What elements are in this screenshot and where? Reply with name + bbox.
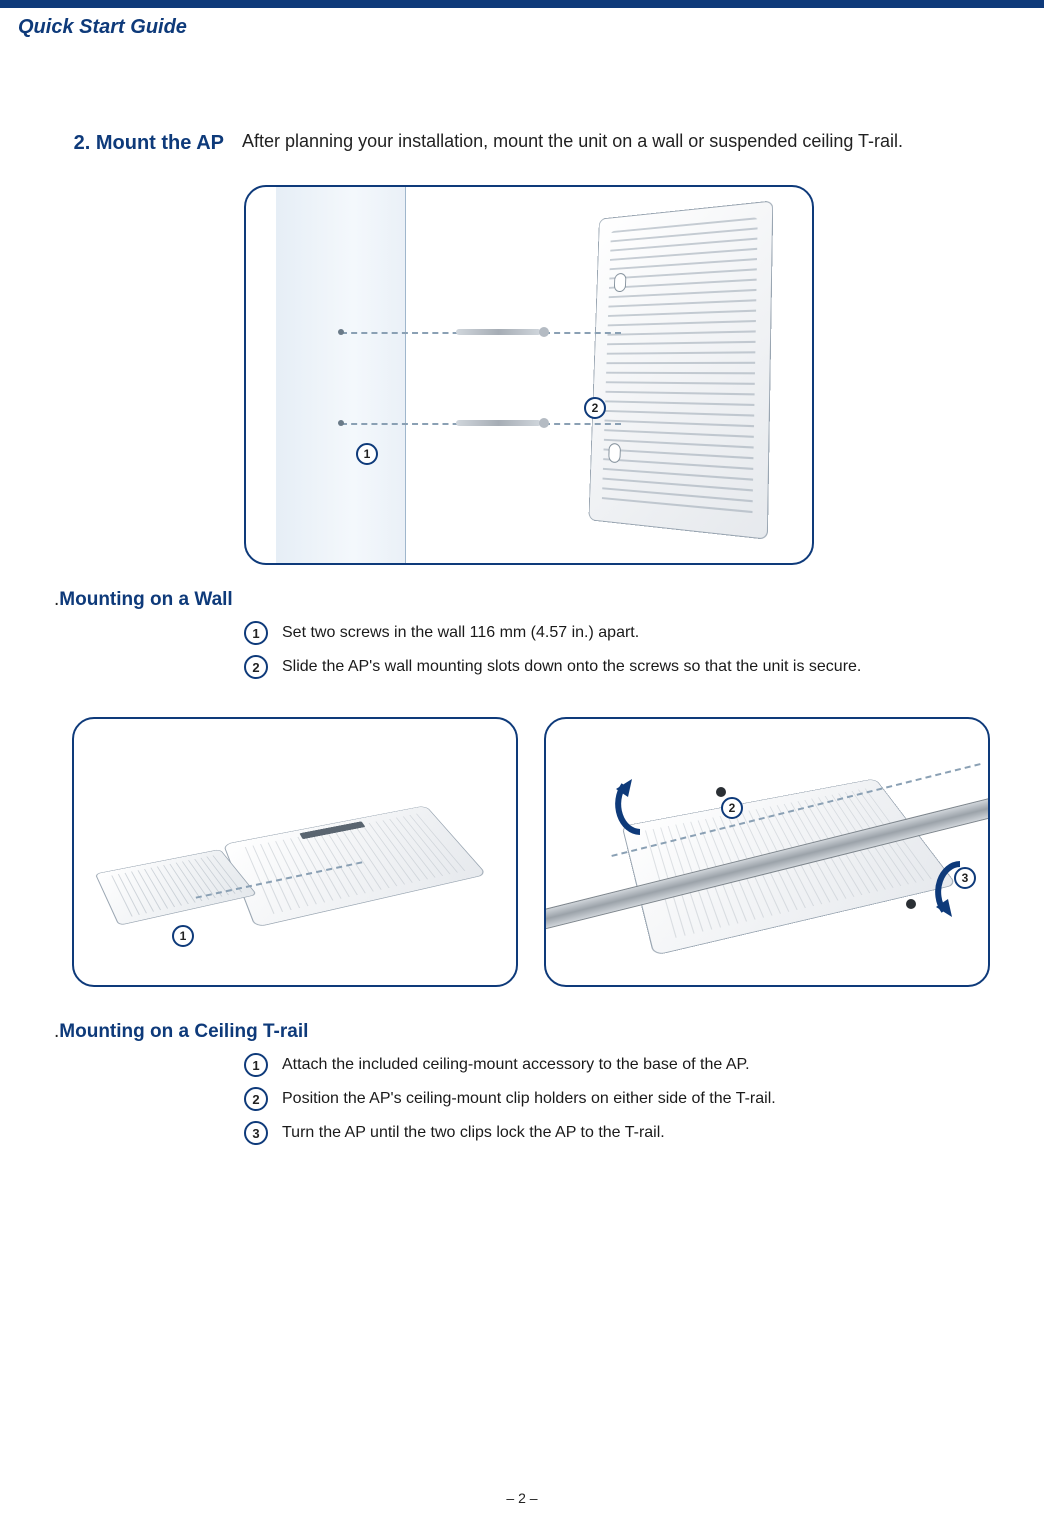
ceiling-bracket-diagram: 1: [72, 717, 518, 987]
clip-dot: [906, 899, 916, 909]
diagram-callout-1: 1: [172, 925, 194, 947]
ap-flat-illustration: [223, 805, 487, 927]
rotation-arrow-icon: [610, 777, 650, 837]
guide-title: Quick Start Guide: [0, 8, 1044, 39]
step-text: Turn the AP until the two clips lock the…: [282, 1124, 665, 1142]
step-number-badge: 1: [244, 1053, 268, 1077]
wall-steps: 1 Set two screws in the wall 116 mm (4.5…: [244, 621, 990, 679]
screw-illustration: [456, 420, 541, 426]
ceiling-trail-diagram: 2 3: [544, 717, 990, 987]
wall-panel-illustration: [276, 185, 406, 565]
ap-vents: [602, 217, 758, 522]
page-footer: – 2 –: [0, 1490, 1044, 1506]
step-text: Position the AP's ceiling-mount clip hol…: [282, 1090, 776, 1108]
ceiling-steps: 1 Attach the included ceiling-mount acce…: [244, 1053, 990, 1145]
diagram-callout-2: 2: [721, 797, 743, 819]
wall-step: 1 Set two screws in the wall 116 mm (4.5…: [244, 621, 990, 645]
step-number-badge: 2: [244, 655, 268, 679]
section-intro: After planning your installation, mount …: [242, 129, 990, 154]
diagram-callout-2: 2: [584, 397, 606, 419]
ceiling-subtitle: Mounting on a Ceiling T-rail: [59, 1021, 308, 1043]
wall-hole: [338, 329, 344, 335]
step-number-badge: 3: [244, 1121, 268, 1145]
ceiling-step: 3 Turn the AP until the two clips lock t…: [244, 1121, 990, 1145]
step-text: Slide the AP's wall mounting slots down …: [282, 658, 861, 676]
wall-subtitle: Mounting on a Wall: [59, 589, 232, 611]
ceiling-subtitle-row: .Mounting on a Ceiling T-rail: [54, 1015, 990, 1053]
wall-hole: [338, 420, 344, 426]
wall-mount-diagram: 1 2: [244, 185, 814, 565]
diagram-callout-1: 1: [356, 443, 378, 465]
step-number-badge: 2: [244, 1087, 268, 1111]
step-text: Attach the included ceiling-mount access…: [282, 1056, 750, 1074]
clip-dot: [716, 787, 726, 797]
wall-step: 2 Slide the AP's wall mounting slots dow…: [244, 655, 990, 679]
ap-unit-illustration: [588, 200, 773, 539]
screw-illustration: [456, 329, 541, 335]
ceiling-step: 1 Attach the included ceiling-mount acce…: [244, 1053, 990, 1077]
page-content: 2. Mount the AP After planning your inst…: [0, 39, 1044, 1145]
step-number-badge: 1: [244, 621, 268, 645]
section-row: 2. Mount the AP After planning your inst…: [54, 129, 990, 157]
diagram-callout-3: 3: [954, 867, 976, 889]
wall-subtitle-row: .Mounting on a Wall: [54, 583, 990, 621]
ceiling-step: 2 Position the AP's ceiling-mount clip h…: [244, 1087, 990, 1111]
header-strip: [0, 0, 1044, 8]
mount-slot: [608, 443, 621, 463]
section-label: 2. Mount the AP: [54, 129, 224, 157]
ceiling-diagrams: 1 2 3: [72, 717, 990, 987]
step-text: Set two screws in the wall 116 mm (4.57 …: [282, 624, 639, 642]
port-row: [299, 821, 365, 839]
